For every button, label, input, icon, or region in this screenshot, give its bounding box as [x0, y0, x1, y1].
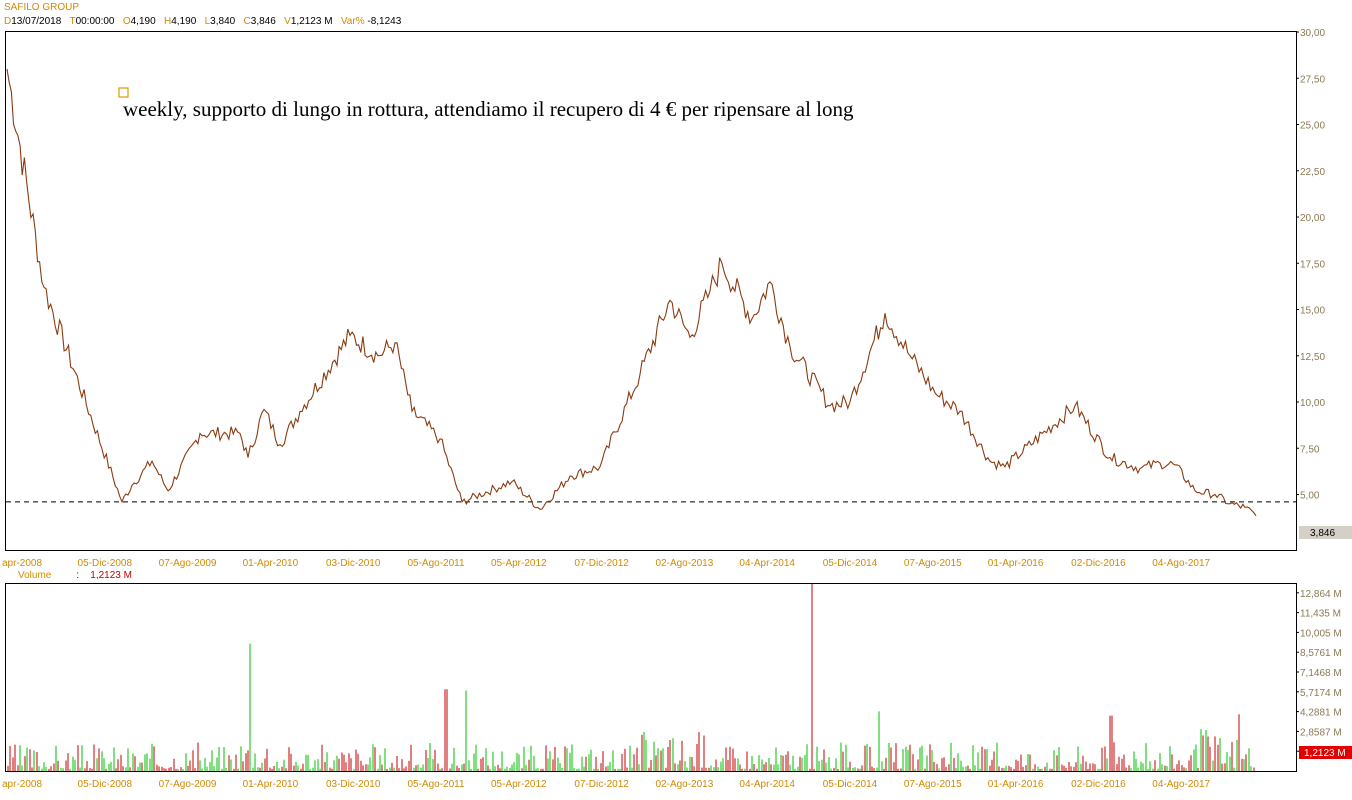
volume-x-tick-label: 05-Ago-2011: [407, 779, 465, 790]
date-key: D: [4, 16, 12, 27]
annotation-text: weekly, supporto di lungo in rottura, at…: [123, 97, 854, 121]
x-tick-label: 02-Dic-2016: [1071, 558, 1126, 569]
volume-y-tick-label: 2,8587 M: [1300, 727, 1342, 738]
last-price-tag: [1299, 526, 1352, 539]
x-tick-label: 05-Dic-2008: [78, 558, 133, 569]
price-y-tick-label: 17,50: [1300, 259, 1325, 270]
close-value: 3,846: [250, 16, 276, 27]
volume-x-tick-label: 01-Apr-2016: [988, 779, 1044, 790]
price-y-tick-label: 10,00: [1300, 398, 1325, 409]
volume-y-axis: 12,864 M 11,435 M 10,005 M 8,5761 M 7,1468 M…: [1296, 589, 1342, 758]
price-y-tick-label: 22,50: [1300, 167, 1325, 178]
varpct-key: Var%: [340, 16, 365, 27]
volume-x-tick-label: 04-Apr-2014: [739, 779, 795, 790]
x-tick-label: 07-Dic-2012: [574, 558, 629, 569]
open-value: 4,190: [130, 16, 156, 27]
volume-y-tick-label: 7,1468 M: [1300, 668, 1342, 679]
volume-label-value: 1,2123 M: [90, 570, 132, 581]
chart-title: SAFILO GROUP: [4, 2, 80, 13]
low-value: 3,840: [210, 16, 236, 27]
volume-x-tick-label: 05-Dic-2014: [823, 779, 878, 790]
volume-label-text: Volume: [18, 570, 52, 581]
volume-bars: [7, 584, 1255, 771]
volume-x-axis: apr-2008 05-Dic-2008 07-Ago-2009 01-Apr-201…: [2, 779, 1211, 790]
time-key: T: [69, 16, 76, 27]
date-value: 13/07/2018: [11, 16, 62, 27]
low-key: L: [204, 16, 211, 27]
x-tick-label: 01-Apr-2010: [243, 558, 299, 569]
volume-x-tick-label: 02-Ago-2013: [655, 779, 713, 790]
x-tick-label: 03-Dic-2010: [326, 558, 381, 569]
volume-panel-label: Volume : 1,2123 M: [18, 570, 132, 581]
x-tick-label: 04-Apr-2014: [739, 558, 795, 569]
x-tick-label: 07-Ago-2015: [904, 558, 962, 569]
volume-x-tick-label: 04-Ago-2017: [1152, 779, 1210, 790]
varpct-value: -8,1243: [367, 16, 402, 27]
x-tick-label: 07-Ago-2009: [159, 558, 217, 569]
time-value: 00:00:00: [75, 16, 115, 27]
x-tick-label: 05-Dic-2014: [823, 558, 878, 569]
price-y-tick-label: 25,00: [1300, 121, 1325, 132]
open-key: O: [122, 16, 131, 27]
volume-x-tick-label: 05-Apr-2012: [491, 779, 547, 790]
high-key: H: [164, 16, 172, 27]
last-volume-tag: [1299, 746, 1352, 759]
price-line: [6, 68, 1257, 517]
volume-x-tick-label: 07-Ago-2015: [904, 779, 962, 790]
volume-y-tick-label: 10,005 M: [1300, 628, 1342, 639]
annotation-marker[interactable]: [118, 87, 129, 98]
price-y-tick-label: 12,50: [1300, 352, 1325, 363]
x-tick-label: 01-Apr-2016: [988, 558, 1044, 569]
volume-x-tick-label: 03-Dic-2010: [326, 779, 381, 790]
volume-value: 1,2123 M: [290, 16, 333, 27]
volume-x-tick-label: 07-Ago-2009: [159, 779, 217, 790]
volume-y-tick-label: 12,864 M: [1300, 589, 1342, 600]
last-price-label: 3,846: [1310, 528, 1335, 539]
volume-x-tick-label: 01-Apr-2010: [243, 779, 299, 790]
price-x-axis: apr-2008 05-Dic-2008 07-Ago-2009 01-Apr-201…: [2, 558, 1211, 569]
volume-x-tick-label: 02-Dic-2016: [1071, 779, 1126, 790]
volume-label-separator: :: [76, 570, 80, 581]
price-y-tick-label: 15,00: [1300, 306, 1325, 317]
volume-y-tick-label: 5,7174 M: [1300, 688, 1342, 699]
volume-y-tick-label: 8,5761 M: [1300, 648, 1342, 659]
x-tick-label: 04-Ago-2017: [1152, 558, 1210, 569]
price-panel-frame: [5, 31, 1297, 551]
price-y-tick-label: 5,00: [1300, 491, 1320, 502]
x-tick-label: 05-Apr-2012: [491, 558, 547, 569]
volume-x-tick-label: apr-2008: [2, 779, 42, 790]
volume-key: V: [284, 16, 291, 27]
price-y-tick-label: 20,00: [1300, 213, 1325, 224]
x-tick-label: apr-2008: [2, 558, 42, 569]
x-tick-label: 05-Ago-2011: [407, 558, 465, 569]
volume-panel-frame: [5, 583, 1297, 772]
volume-y-tick-label: 11,435 M: [1300, 609, 1341, 620]
price-y-axis: 30,00 27,50 25,00 22,50 20,00 17,50 15,00 12,50…: [1296, 28, 1325, 502]
ohlc-readout: D13/07/2018 T00:00:00 O4,190 H4,190 L3,8…: [4, 16, 401, 27]
high-value: 4,190: [171, 16, 197, 27]
volume-x-tick-label: 05-Dic-2008: [78, 779, 133, 790]
volume-x-tick-label: 07-Dic-2012: [574, 779, 629, 790]
price-y-tick-label: 27,50: [1300, 74, 1325, 85]
last-volume-label: 1,2123 M: [1304, 748, 1346, 759]
volume-y-tick-label: 4,2881 M: [1300, 708, 1342, 719]
price-y-tick-label: 7,50: [1300, 444, 1320, 455]
price-y-tick-label: 30,00: [1300, 28, 1325, 39]
close-key: C: [243, 16, 251, 27]
x-tick-label: 02-Ago-2013: [655, 558, 713, 569]
